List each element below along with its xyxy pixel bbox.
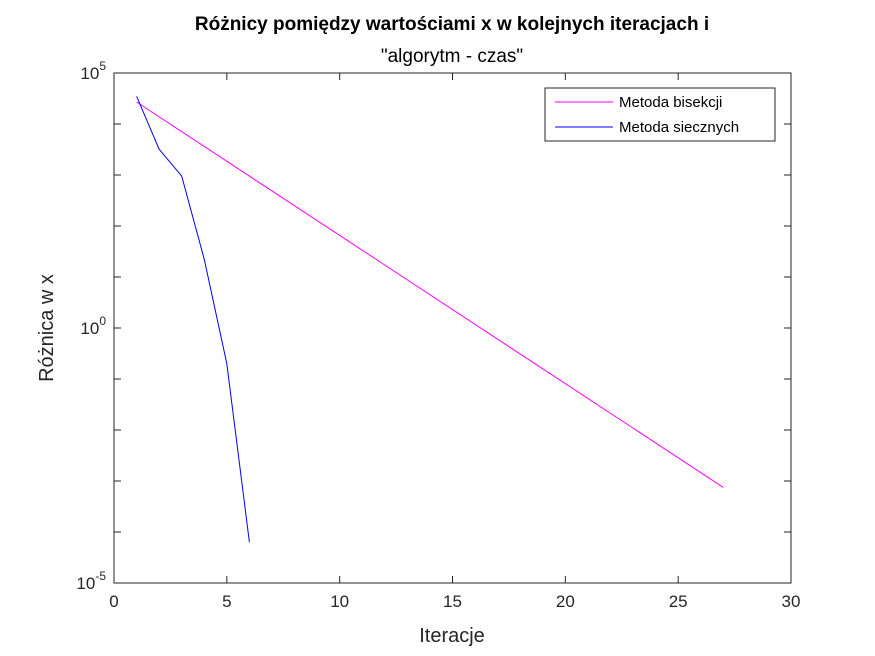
legend-label-bisekcji: Metoda bisekcji bbox=[619, 94, 722, 111]
y-tick-label: 100 bbox=[80, 314, 106, 338]
x-tick-label: 0 bbox=[109, 592, 118, 611]
y-tick-label: 105 bbox=[80, 59, 106, 83]
axis-ticks: 0 5 10 15 20 25 30 105 100 10-5 bbox=[76, 59, 800, 611]
legend-box bbox=[544, 87, 776, 142]
chart-title: Różnicy pomiędzy wartościami x w kolejny… bbox=[195, 14, 709, 35]
x-tick-label: 10 bbox=[330, 592, 349, 611]
series-line-bisekcji bbox=[136, 101, 724, 488]
x-axis-label: Iteracje bbox=[419, 625, 485, 647]
x-tick-label: 5 bbox=[222, 592, 231, 611]
legend-label-siecznych: Metoda siecznych bbox=[619, 119, 739, 136]
x-tick-label: 30 bbox=[782, 592, 801, 611]
axes-box bbox=[113, 72, 792, 584]
x-tick-label: 25 bbox=[669, 592, 688, 611]
y-tick-label: 10-5 bbox=[76, 569, 106, 593]
x-tick-label: 20 bbox=[556, 592, 575, 611]
y-axis-label: Różnica w x bbox=[36, 274, 58, 382]
chart-subtitle: "algorytm - czas" bbox=[381, 46, 523, 67]
legend: Metoda bisekcji Metoda siecznych bbox=[544, 87, 776, 142]
x-tick-label: 15 bbox=[443, 592, 462, 611]
plot-lines bbox=[136, 96, 724, 543]
series-line-siecznych bbox=[136, 96, 250, 543]
plot-area bbox=[114, 73, 791, 583]
